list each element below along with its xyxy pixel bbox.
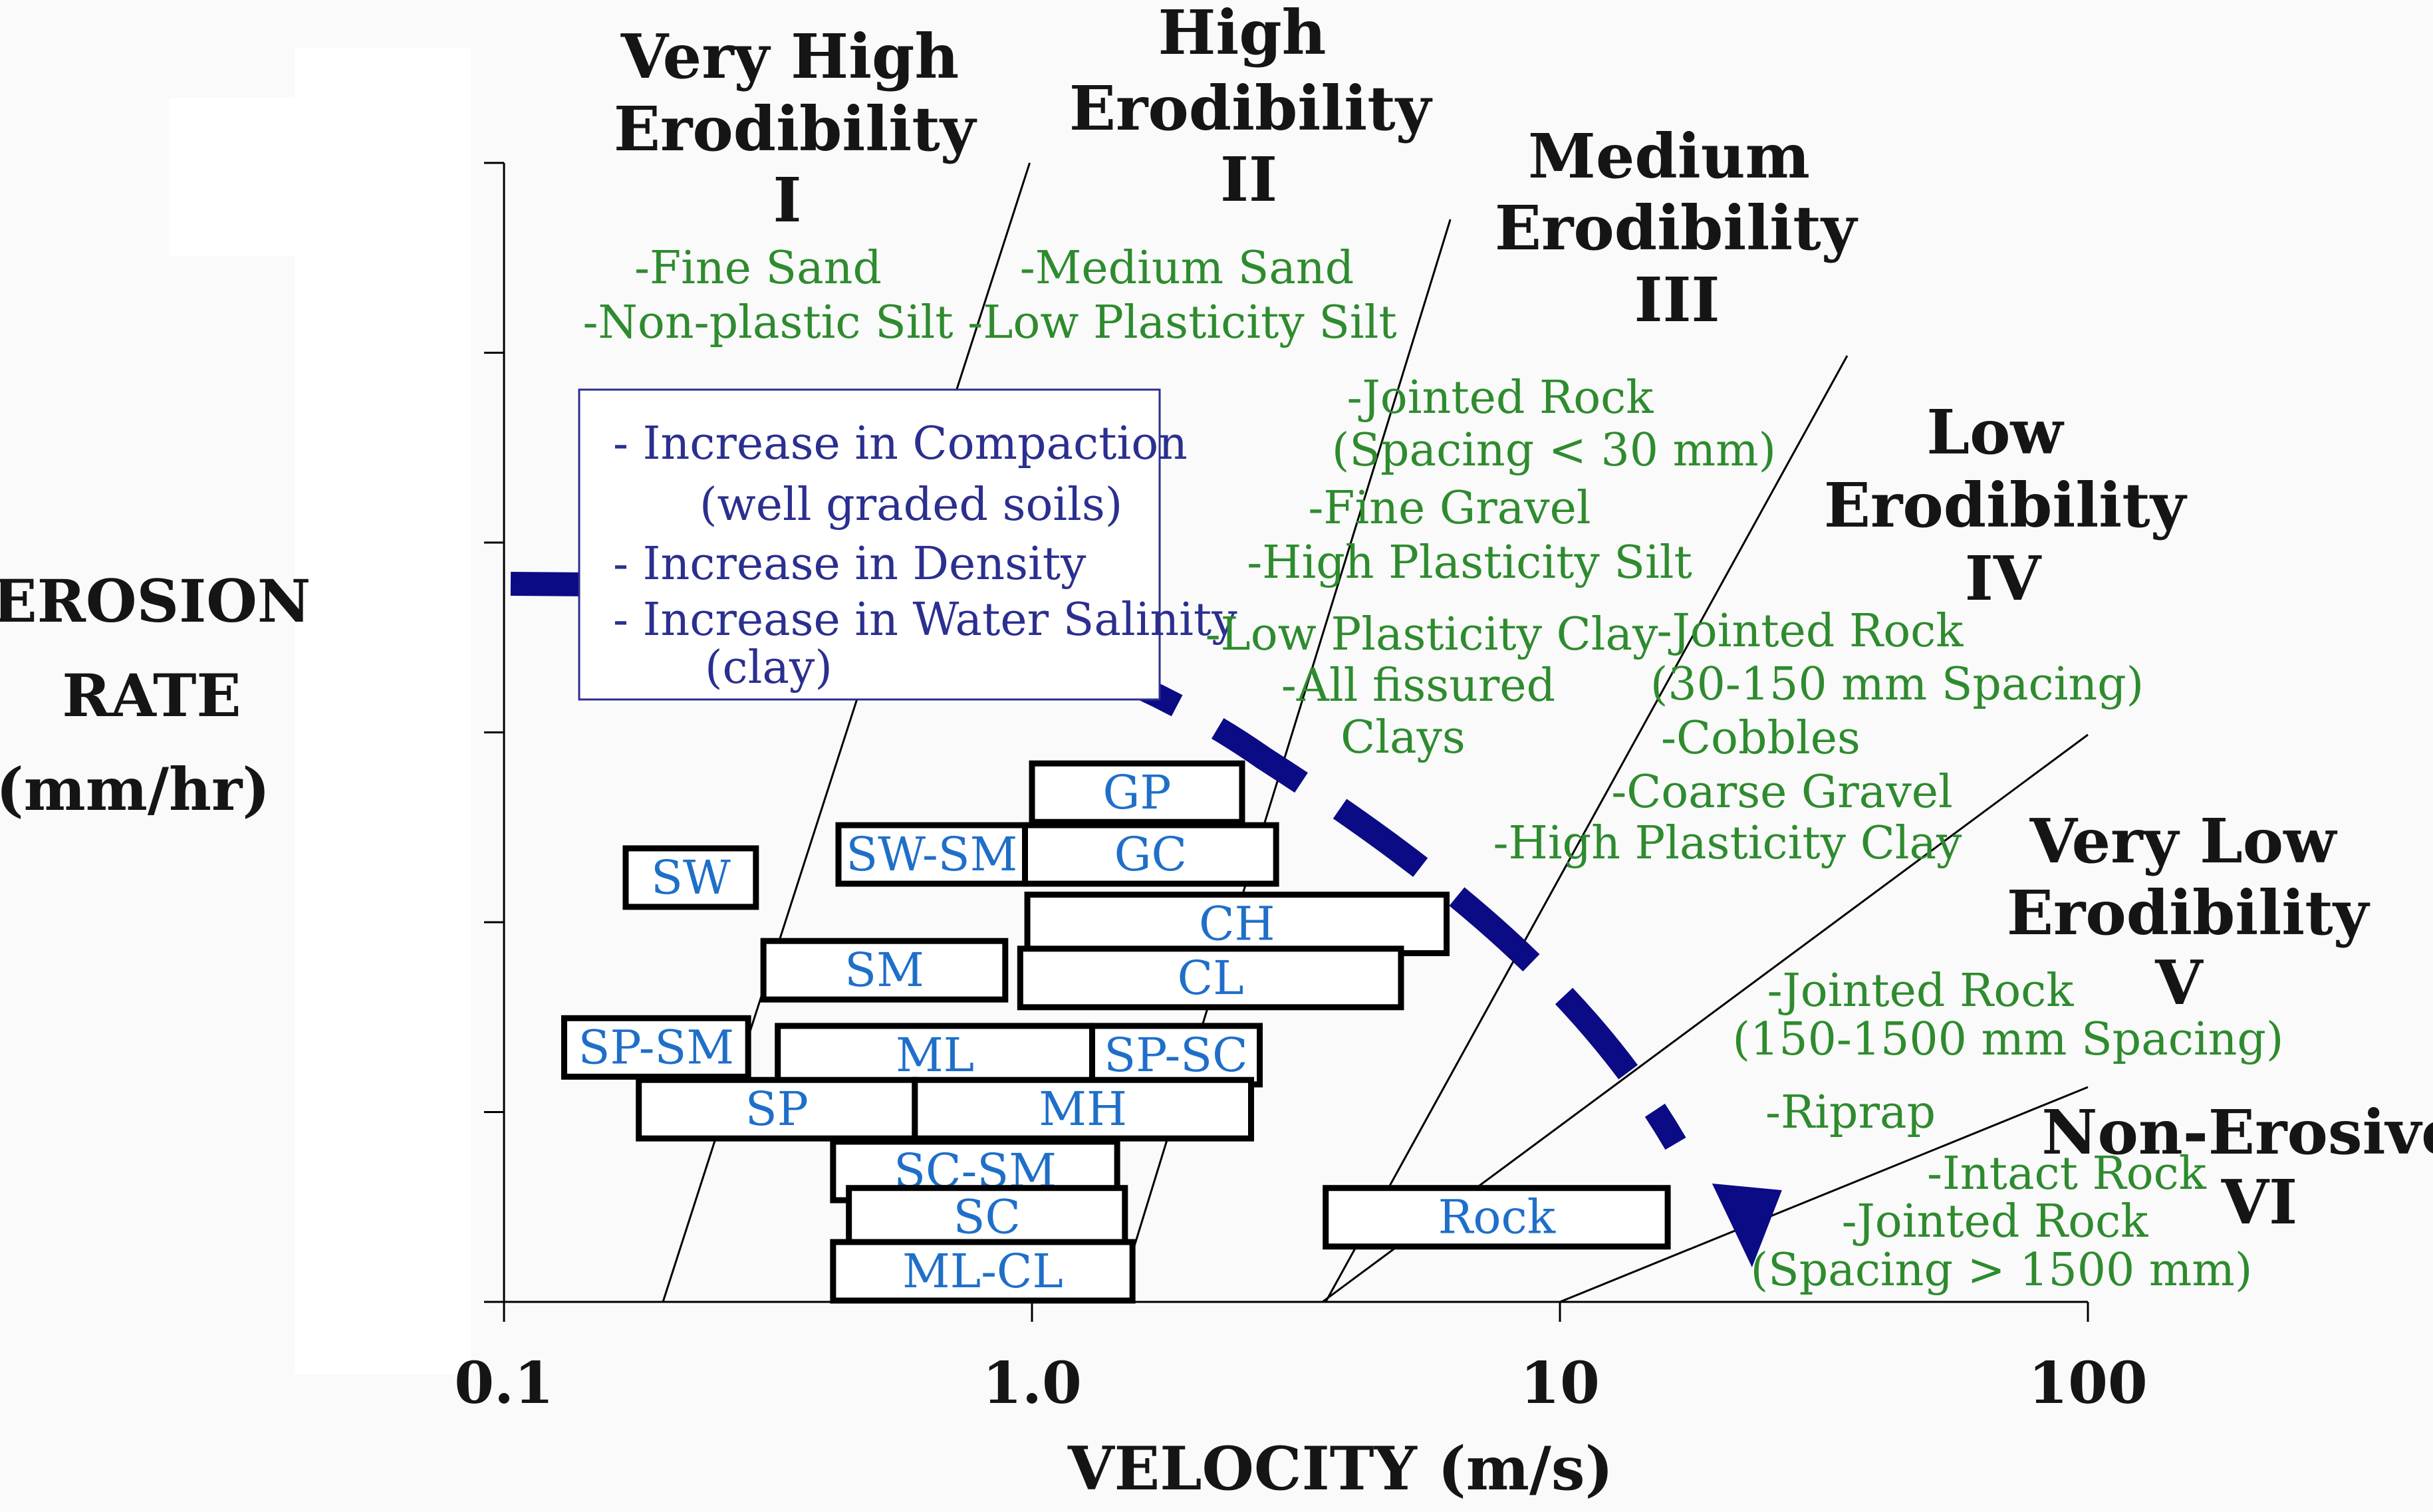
category-III-desc-4: -High Plasticity Silt xyxy=(1247,537,1692,589)
y-axis-label-line-1: EROSION xyxy=(0,567,311,636)
soil-box-label-sc: SC xyxy=(953,1190,1021,1245)
category-III-desc-2: (Spacing < 30 mm) xyxy=(1332,424,1776,477)
category-III-desc-3: -Fine Gravel xyxy=(1308,482,1591,535)
category-IV-title-2: Erodibility xyxy=(1824,469,2188,541)
soil-box-label-cl: CL xyxy=(1178,951,1244,1005)
axes: 0.1 1.0 10 100 xyxy=(454,162,2148,1417)
category-V-title-1: Very Low xyxy=(2029,805,2338,877)
category-IV-desc-2: (30-150 mm Spacing) xyxy=(1650,658,2144,711)
note-box: - Increase in Compaction (well graded so… xyxy=(578,388,1237,701)
soil-box-label-sp-sm: SP-SM xyxy=(578,1020,735,1074)
category-I-desc-2: -Non-plastic Silt xyxy=(582,297,953,349)
soil-box-cl xyxy=(1017,945,1404,1011)
category-II-desc-1: -Medium Sand xyxy=(1020,242,1354,295)
category-IV: Low Erodibility IV -Jointed Rock (30-150… xyxy=(1493,396,2188,870)
category-VI: Non-Erosive VI -Intact Rock -Jointed Roc… xyxy=(1751,1096,2433,1297)
soil-box-sp-sc xyxy=(1088,1023,1263,1088)
category-III-desc-7: Clays xyxy=(1341,711,1466,764)
soil-box-label-ml: ML xyxy=(896,1028,974,1082)
category-III-title-2: Erodibility xyxy=(1495,192,1858,264)
soil-box-label-sw: SW xyxy=(651,850,731,905)
x-tick-label: 0.1 xyxy=(454,1350,554,1417)
category-I-title-1: Very High xyxy=(620,21,960,92)
soil-box-gp xyxy=(1029,760,1245,825)
soil-box-sm xyxy=(760,938,1009,1003)
category-III-desc-6: -All fissured xyxy=(1281,660,1555,712)
category-III-title-3: III xyxy=(1634,264,1720,336)
note-line-4: - Increase in Water Salinity xyxy=(613,594,1237,646)
category-I-title-2: Erodibility xyxy=(614,93,977,165)
boundary-line-V-VI xyxy=(1559,1086,2089,1303)
category-II-desc-2: -Low Plasticity Silt xyxy=(967,297,1397,349)
category-III: Medium Erodibility III -Jointed Rock (Sp… xyxy=(1206,120,1858,764)
category-III-title-1: Medium xyxy=(1528,120,1810,192)
category-VI-desc-1: -Intact Rock xyxy=(1927,1148,2207,1200)
soil-box-gc xyxy=(1021,822,1279,887)
soil-box-label-sp-sc: SP-SC xyxy=(1104,1028,1247,1082)
x-tick-label: 10 xyxy=(1520,1350,1600,1417)
category-V: Very Low Erodibility V -Jointed Rock (15… xyxy=(1733,805,2370,1139)
y-axis-label-line-2: RATE xyxy=(62,661,241,730)
category-IV-title-1: Low xyxy=(1926,396,2065,468)
soil-box-label-mh: MH xyxy=(1039,1082,1127,1136)
category-III-desc-1: -Jointed Rock xyxy=(1347,372,1654,424)
category-VI-desc-3: (Spacing > 1500 mm) xyxy=(1751,1244,2253,1297)
category-IV-desc-1: -Jointed Rock xyxy=(1657,605,1964,658)
mask-panel-tall xyxy=(295,48,471,1374)
soil-box-label-sp: SP xyxy=(745,1082,809,1136)
soil-box-label-ml-cl: ML-CL xyxy=(902,1244,1063,1299)
category-V-desc-2: (150-1500 mm Spacing) xyxy=(1733,1013,2284,1066)
soil-box-label-gp: GP xyxy=(1102,765,1171,820)
note-line-1: - Increase in Compaction xyxy=(613,418,1188,470)
mask-panel-small xyxy=(169,98,302,256)
boundary-line-III-IV xyxy=(1325,355,1849,1303)
note-line-5: (clay) xyxy=(705,642,832,694)
x-axis-label: VELOCITY (m/s) xyxy=(1067,1434,1613,1504)
category-IV-desc-4: -Coarse Gravel xyxy=(1611,766,1953,819)
soil-box-sp-sm xyxy=(561,1015,751,1080)
soil-box-rock xyxy=(1323,1185,1671,1250)
category-V-desc-1: -Jointed Rock xyxy=(1767,965,2075,1017)
category-I-desc-1: -Fine Sand xyxy=(634,242,882,295)
soil-box-sw-sm xyxy=(835,822,1028,887)
category-II-title-2: Erodibility xyxy=(1069,72,1433,144)
category-I-title-3: I xyxy=(773,164,801,236)
x-tick-label: 100 xyxy=(2028,1350,2148,1417)
note-box-frame xyxy=(578,388,1161,701)
category-II: High Erodibility II -Medium Sand -Low Pl… xyxy=(967,0,1432,349)
category-IV-title-3: IV xyxy=(1965,543,2042,614)
soil-box-ml xyxy=(775,1023,1095,1088)
category-IV-desc-3: -Cobbles xyxy=(1661,712,1860,765)
category-VI-title-2: VI xyxy=(2221,1166,2297,1238)
trend-arrow-head xyxy=(1712,1184,1782,1267)
category-I: Very High Erodibility I -Fine Sand -Non-… xyxy=(582,21,977,349)
soil-box-ml-cl xyxy=(830,1239,1136,1304)
category-III-desc-5: -Low Plasticity Clay xyxy=(1206,608,1658,661)
soil-box-label-rock: Rock xyxy=(1438,1190,1556,1245)
category-II-title-3: II xyxy=(1220,144,1277,215)
category-V-title-3: V xyxy=(2154,947,2204,1019)
soil-box-sw xyxy=(622,845,759,910)
note-line-3: - Increase in Density xyxy=(613,538,1087,590)
soil-box-label-sm: SM xyxy=(844,943,924,997)
category-II-title-1: High xyxy=(1158,0,1326,68)
soil-box-label-sw-sm: SW-SM xyxy=(846,827,1017,882)
note-line-2: (well graded soils) xyxy=(700,479,1122,531)
soil-box-mh xyxy=(912,1076,1254,1142)
soil-box-label-ch: CH xyxy=(1199,897,1275,951)
category-V-desc-3: -Riprap xyxy=(1765,1086,1936,1139)
category-VI-desc-2: -Jointed Rock xyxy=(1842,1196,2149,1248)
soil-box-label-gc: GC xyxy=(1114,827,1187,882)
category-IV-desc-5: -High Plasticity Clay xyxy=(1493,817,1962,870)
category-VI-title-1: Non-Erosive xyxy=(2041,1096,2433,1168)
x-tick-label: 1.0 xyxy=(982,1350,1082,1417)
category-V-title-2: Erodibility xyxy=(2007,877,2370,949)
y-axis-label-line-3: (mm/hr) xyxy=(0,755,270,824)
